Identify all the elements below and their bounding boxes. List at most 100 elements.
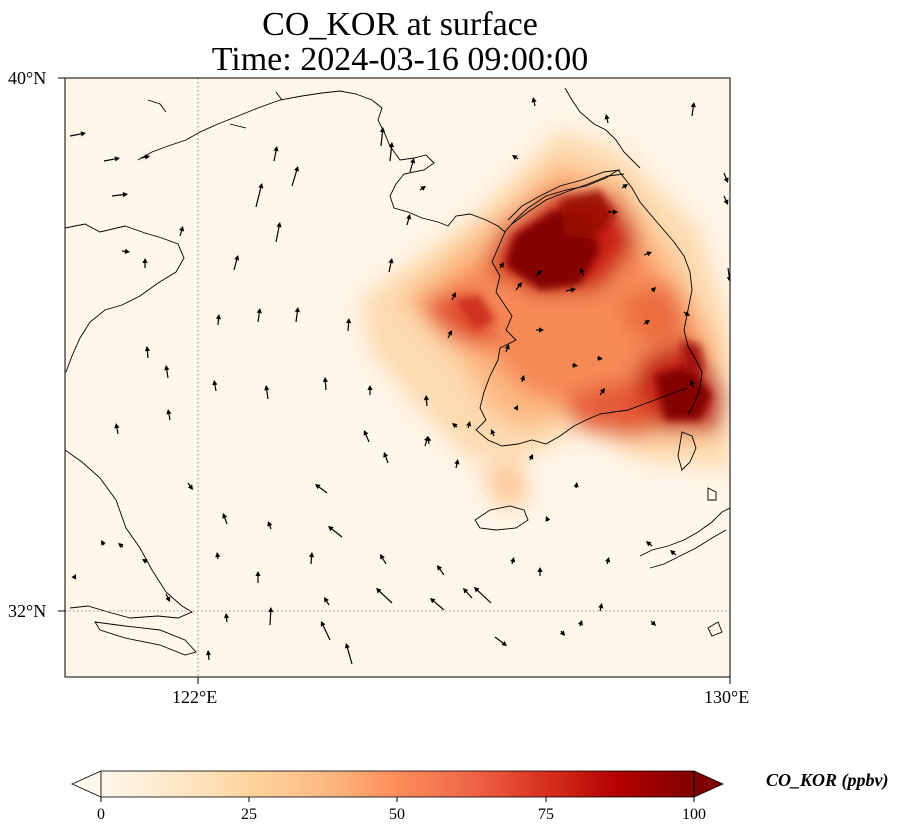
wind-vector-shaft (346, 645, 353, 665)
wind-vector-shaft (269, 609, 272, 626)
wind-vector-head (388, 258, 394, 264)
wind-vector-head (599, 388, 605, 394)
wind-vector-head (604, 114, 610, 120)
wind-vector-head (577, 620, 583, 626)
lat-tick-40: 40°N (8, 68, 47, 88)
wind-vector-head (406, 214, 412, 220)
wind-vector-head (528, 454, 534, 460)
wind-vector-shaft (329, 527, 343, 538)
wind-vector-head (466, 421, 472, 427)
wind-vector-head (537, 567, 543, 572)
wind-vector-head (71, 574, 77, 580)
wind-vector-shaft (273, 148, 278, 162)
wind-vector-head (545, 516, 551, 522)
wind-vector-head (179, 226, 185, 232)
wind-vector-head (463, 588, 469, 594)
wind-vector-head (504, 344, 510, 350)
wind-vector-head (320, 621, 326, 627)
wind-vector-head (258, 183, 264, 189)
lon-tick-130: 130°E (704, 687, 750, 707)
lon-tick-122: 122°E (172, 687, 218, 707)
wind-vector-shaft (233, 257, 238, 271)
wind-vector-head (573, 482, 579, 488)
wind-vector-head (205, 650, 212, 656)
wind-vector-head (164, 365, 170, 371)
wind-vector-head (264, 385, 270, 391)
wind-vector-head (388, 142, 395, 148)
wind-vector-head (376, 588, 382, 594)
wind-vector-head (223, 613, 230, 619)
wind-vector-head (689, 380, 695, 386)
wind-vector-head (646, 541, 652, 547)
colorbar-tick-50: 50 (389, 806, 405, 823)
wind-vector-shaft (389, 144, 393, 162)
wind-vector-head (256, 308, 262, 314)
wind-vector-head (723, 177, 729, 183)
colorbar-gradient (101, 771, 694, 797)
wind-vector-head (512, 155, 518, 160)
wind-vector-head (684, 311, 690, 316)
wind-vector-head (420, 186, 426, 191)
wind-vector-head (234, 255, 240, 261)
gridlines (65, 78, 730, 677)
colorbar-tick-100: 100 (682, 806, 706, 823)
wind-vector-head (324, 597, 329, 603)
wind-vector-head (474, 587, 480, 593)
wind-vector-head (142, 559, 148, 564)
wind-vector-head (212, 380, 218, 386)
wind-vector-head (276, 222, 282, 228)
wind-vector-head (124, 248, 130, 254)
wind-vector-head (539, 327, 544, 333)
wind-vector-head (426, 436, 432, 442)
wind-vector-head (605, 557, 611, 563)
wind-vector-shaft (111, 193, 126, 197)
wind-vector-head (598, 603, 604, 609)
colorbar-extend-min (71, 770, 102, 798)
wind-vector-head (451, 292, 457, 298)
wind-vector-head (215, 552, 221, 558)
wind-vector-head (516, 282, 522, 288)
wind-vector-head (187, 484, 193, 490)
wind-vector-head (294, 166, 300, 172)
wind-vector-head (142, 258, 148, 263)
colorbar-tick-0: 0 (97, 806, 105, 823)
wind-vector-head (423, 395, 430, 401)
wind-vector-head (447, 330, 453, 336)
coastlines (65, 87, 730, 656)
wind-vector-head (513, 405, 519, 411)
wind-vector-head (80, 131, 86, 137)
wind-vector-head (215, 314, 222, 320)
wind-vector-head (501, 640, 507, 646)
colorbar-tick-75: 75 (538, 806, 554, 823)
wind-vector-head (723, 199, 729, 205)
wind-vector-head (363, 430, 369, 436)
wind-vector-head (726, 276, 730, 282)
wind-vector-shaft (377, 589, 393, 604)
wind-vector-head (499, 262, 504, 268)
wind-vector-head (644, 320, 650, 325)
wind-vector-head (454, 459, 460, 465)
wind-vector-shaft (69, 132, 84, 137)
wind-vector-shaft (475, 588, 492, 604)
wind-vector-head (308, 552, 315, 558)
wind-vectors (69, 97, 730, 665)
wind-vector-head (346, 318, 352, 324)
wind-vector-head (650, 620, 656, 626)
wind-vector-head (597, 355, 603, 361)
wind-vector-head (383, 452, 389, 458)
wind-vector-head (144, 154, 150, 160)
colorbar-extend-max (693, 770, 724, 798)
wind-vector-shaft (291, 168, 298, 187)
wind-vector-head (613, 209, 618, 215)
wind-vector-head (315, 484, 321, 490)
wind-vector-head (670, 550, 676, 556)
colorbar-tick-25: 25 (241, 806, 257, 823)
wind-vector-shaft (321, 623, 331, 641)
lat-tick-32: 32°N (8, 601, 47, 621)
wind-vector-head (579, 268, 585, 274)
wind-vector-head (273, 146, 279, 152)
map-frame (64, 77, 731, 678)
wind-vector-head (650, 287, 656, 293)
